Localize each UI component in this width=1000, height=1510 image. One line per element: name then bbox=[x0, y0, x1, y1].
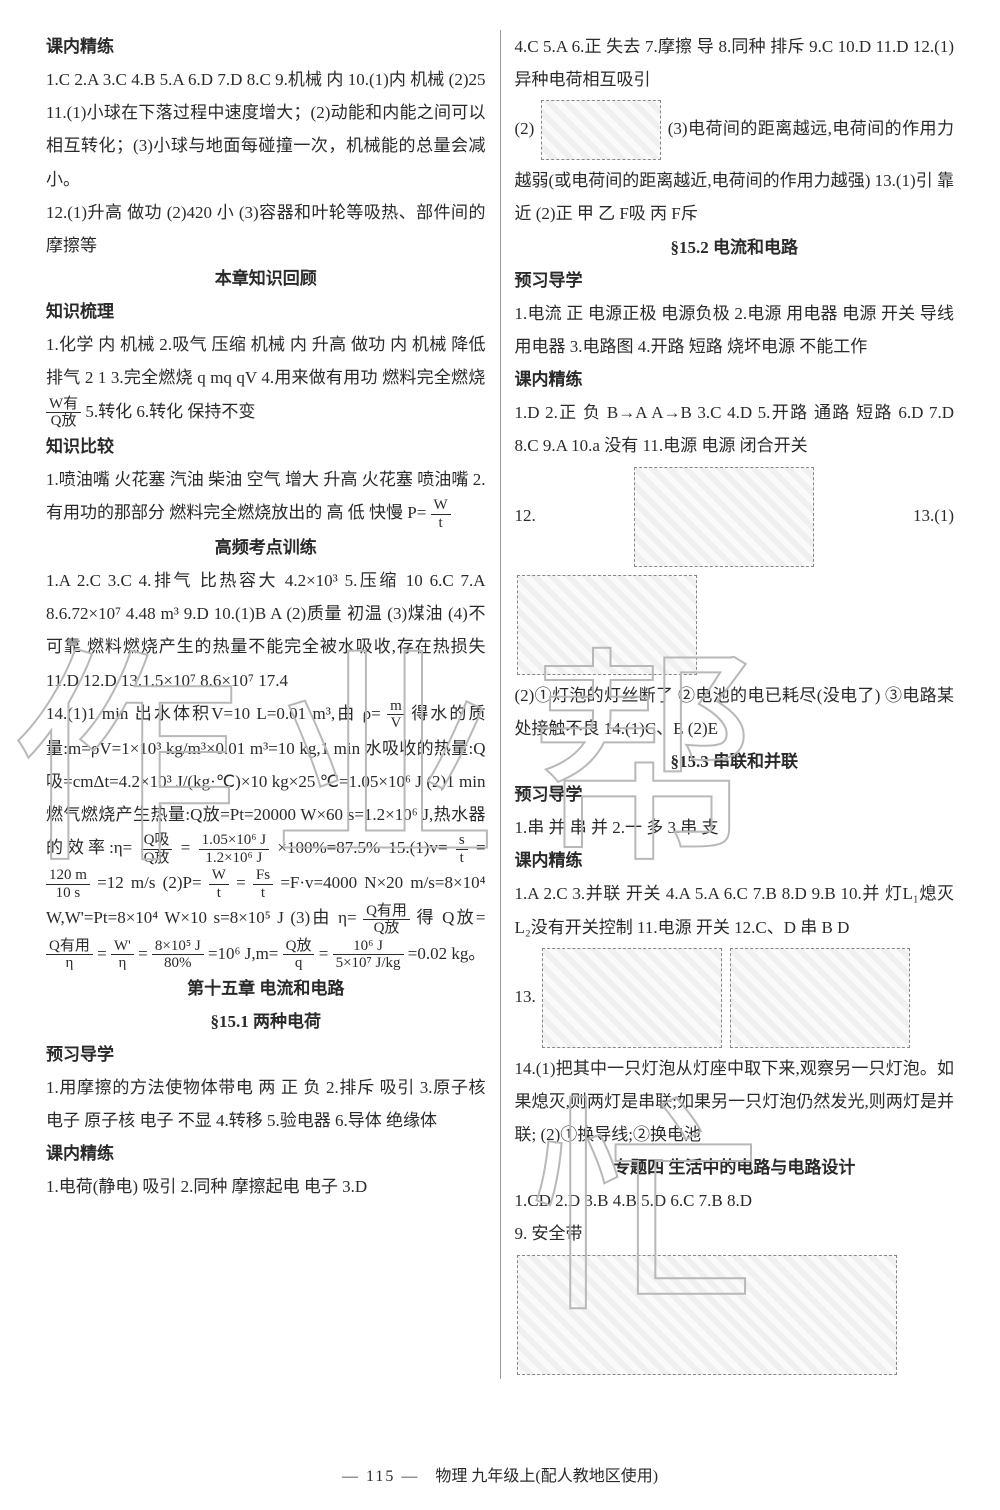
heading-kelian: 课内精练 bbox=[46, 30, 486, 63]
heading-yuxi3: 预习导学 bbox=[515, 778, 955, 811]
p2a: (2) bbox=[515, 119, 535, 138]
p6j: = bbox=[97, 944, 107, 963]
frac-QyQf: Q有用Q放 bbox=[363, 903, 410, 937]
p6g: = bbox=[236, 873, 246, 892]
heading-yuxi: 预习导学 bbox=[46, 1038, 486, 1071]
heading-kelian4: 课内精练 bbox=[515, 844, 955, 877]
right-diagram-9 bbox=[515, 1251, 955, 1379]
frac-Wt: Wt bbox=[431, 497, 451, 531]
heading-review: 本章知识回顾 bbox=[46, 262, 486, 295]
right-p2: (2) (3)电荷间的距离越远,电荷间的作用力越弱(或电荷间的距离越近,电荷间的… bbox=[515, 96, 955, 230]
frac-105-12: 1.05×10⁶ J1.2×10⁶ J bbox=[199, 832, 270, 866]
page-columns: 课内精练 1.C 2.A 3.C 4.B 5.A 6.D 7.D 8.C 9.机… bbox=[40, 30, 960, 1379]
heading-zhuanti4: 专题四 生活中的电路与电路设计 bbox=[515, 1151, 955, 1184]
p6i: 得 Q放= bbox=[416, 908, 485, 927]
p6f: =12 m/s (2)P= bbox=[97, 873, 201, 892]
heading-ch15: 第十五章 电流和电路 bbox=[46, 972, 486, 1005]
left-p8: 1.电荷(静电) 吸引 2.同种 摩擦起电 电子 3.D bbox=[46, 1170, 486, 1203]
p5a: 12. bbox=[515, 505, 536, 524]
p9: 13. bbox=[515, 987, 536, 1006]
heading-gaopin: 高频考点训练 bbox=[46, 531, 486, 564]
frac-mV: mV bbox=[387, 698, 405, 732]
right-p7: 1.串 并 串 并 2.一 多 3.串 支 bbox=[515, 811, 955, 844]
p6l: =10⁶ J,m= bbox=[208, 944, 278, 963]
heading-bijiao: 知识比较 bbox=[46, 430, 486, 463]
p5b: 13.(1) bbox=[913, 505, 954, 524]
frac-Wt2: Wt bbox=[209, 867, 229, 901]
page-number: — 115 — bbox=[342, 1468, 419, 1485]
frac-120-10: 120 m10 s bbox=[46, 867, 90, 901]
frac-1e6-5e7: 10⁶ J5×10⁷ J/kg bbox=[333, 938, 404, 972]
right-p10: 14.(1)把其中一只灯泡从灯座中取下来,观察另一只灯泡。如果熄灭,则两灯是串联… bbox=[515, 1052, 955, 1151]
right-p6: (2)①灯泡的灯丝断了 ②电池的电已耗尽(没电了) ③电路某处接触不良 14.(… bbox=[515, 679, 955, 745]
heading-kelian2: 课内精练 bbox=[46, 1137, 486, 1170]
right-p3: 1.电流 正 电源正极 电源负极 2.电源 用电器 电源 开关 导线 用电器 3… bbox=[515, 297, 955, 363]
right-p11: 1.CD 2.D 3.B 4.B 5.D 6.C 7.B 8.D bbox=[515, 1184, 955, 1217]
page-footer: — 115 — 物理 九年级上(配人教地区使用) bbox=[0, 1461, 1000, 1492]
heading-shuli: 知识梳理 bbox=[46, 295, 486, 328]
left-p5: 1.A 2.C 3.C 4.排气 比热容大 4.2×10³ 5.压缩 10 6.… bbox=[46, 564, 486, 697]
right-p8: 1.A 2.C 3.并联 开关 4.A 5.A 6.C 7.B 8.D 9.B … bbox=[515, 877, 955, 943]
heading-yuxi2: 预习导学 bbox=[515, 264, 955, 297]
frac-WQ: W有Q放 bbox=[46, 396, 81, 430]
left-p3: 1.化学 内 机械 2.吸气 压缩 机械 内 升高 做功 内 机械 降低 排气 … bbox=[46, 328, 486, 429]
p6e: = bbox=[476, 838, 486, 857]
heading-15-2: §15.2 电流和电路 bbox=[515, 231, 955, 264]
left-p6: 14.(1)1 min 出水体积V=10 L=0.01 m³,由 ρ= mV 得… bbox=[46, 697, 486, 972]
footer-caption: 物理 九年级上(配人教地区使用) bbox=[435, 1468, 658, 1485]
p6c: = bbox=[181, 838, 191, 857]
left-p1: 1.C 2.A 3.C 4.B 5.A 6.D 7.D 8.C 9.机械 内 1… bbox=[46, 63, 486, 196]
p6a: 14.(1)1 min 出水体积V=10 L=0.01 m³,由 ρ= bbox=[46, 704, 381, 723]
right-p9: 13. bbox=[515, 944, 955, 1052]
frac-st: st bbox=[456, 832, 468, 866]
diagram-circuit-13a bbox=[542, 948, 722, 1048]
left-p2: 12.(1)升高 做功 (2)420 小 (3)容器和叶轮等吸热、部件间的摩擦等 bbox=[46, 196, 486, 262]
left-p3a: 1.化学 内 机械 2.吸气 压缩 机械 内 升高 做功 内 机械 降低 排气 … bbox=[46, 335, 486, 387]
p6d: ×100%=87.5% 15.(1)v= bbox=[277, 838, 447, 857]
right-p4: 1.D 2.正 负 B→A A→B 3.C 4.D 5.开路 通路 短路 6.D… bbox=[515, 396, 955, 462]
heading-15-3: §15.3 串联和并联 bbox=[515, 745, 955, 778]
heading-15-1: §15.1 两种电荷 bbox=[46, 1005, 486, 1038]
frac-Weta: W'η bbox=[111, 938, 134, 972]
right-column: 4.C 5.A 6.正 失去 7.摩擦 导 8.同种 排斥 9.C 10.D 1… bbox=[501, 30, 961, 1379]
frac-Qyeta: Q有用η bbox=[46, 938, 93, 972]
p6m: = bbox=[319, 944, 329, 963]
left-p3b: 5.转化 6.转化 保持不变 bbox=[85, 402, 255, 421]
right-p1: 4.C 5.A 6.正 失去 7.摩擦 导 8.同种 排斥 9.C 10.D 1… bbox=[515, 30, 955, 96]
left-p7: 1.用摩擦的方法使物体带电 两 正 负 2.排斥 吸引 3.原子核 电子 原子核… bbox=[46, 1071, 486, 1137]
diagram-charges-CD bbox=[541, 100, 661, 160]
heading-kelian3: 课内精练 bbox=[515, 363, 955, 396]
frac-Qfq: Q放q bbox=[283, 938, 315, 972]
left-p4a: 1.喷油嘴 火花塞 汽油 柴油 空气 增大 升高 火花塞 喷油嘴 2.有用功的那… bbox=[46, 470, 486, 522]
left-column: 课内精练 1.C 2.A 3.C 4.B 5.A 6.D 7.D 8.C 9.机… bbox=[40, 30, 501, 1379]
diagram-seatbelt-circuit bbox=[517, 1255, 897, 1375]
diagram-circuit-13-1 bbox=[517, 575, 697, 675]
frac-QxiQfang: Q吸Q放 bbox=[141, 832, 173, 866]
p6n: =0.02 kg。 bbox=[408, 944, 486, 963]
frac-Fst: Fst bbox=[253, 867, 273, 901]
diagram-circuit-13b bbox=[730, 948, 910, 1048]
right-p12: 9. 安全带 bbox=[515, 1217, 955, 1250]
left-p4: 1.喷油嘴 火花塞 汽油 柴油 空气 增大 升高 火花塞 喷油嘴 2.有用功的那… bbox=[46, 463, 486, 531]
p6k: = bbox=[138, 944, 148, 963]
frac-8e5-80: 8×10⁵ J80% bbox=[152, 938, 204, 972]
right-p5: 12. 13.(1) bbox=[515, 463, 955, 679]
diagram-circuit-12 bbox=[634, 467, 814, 567]
